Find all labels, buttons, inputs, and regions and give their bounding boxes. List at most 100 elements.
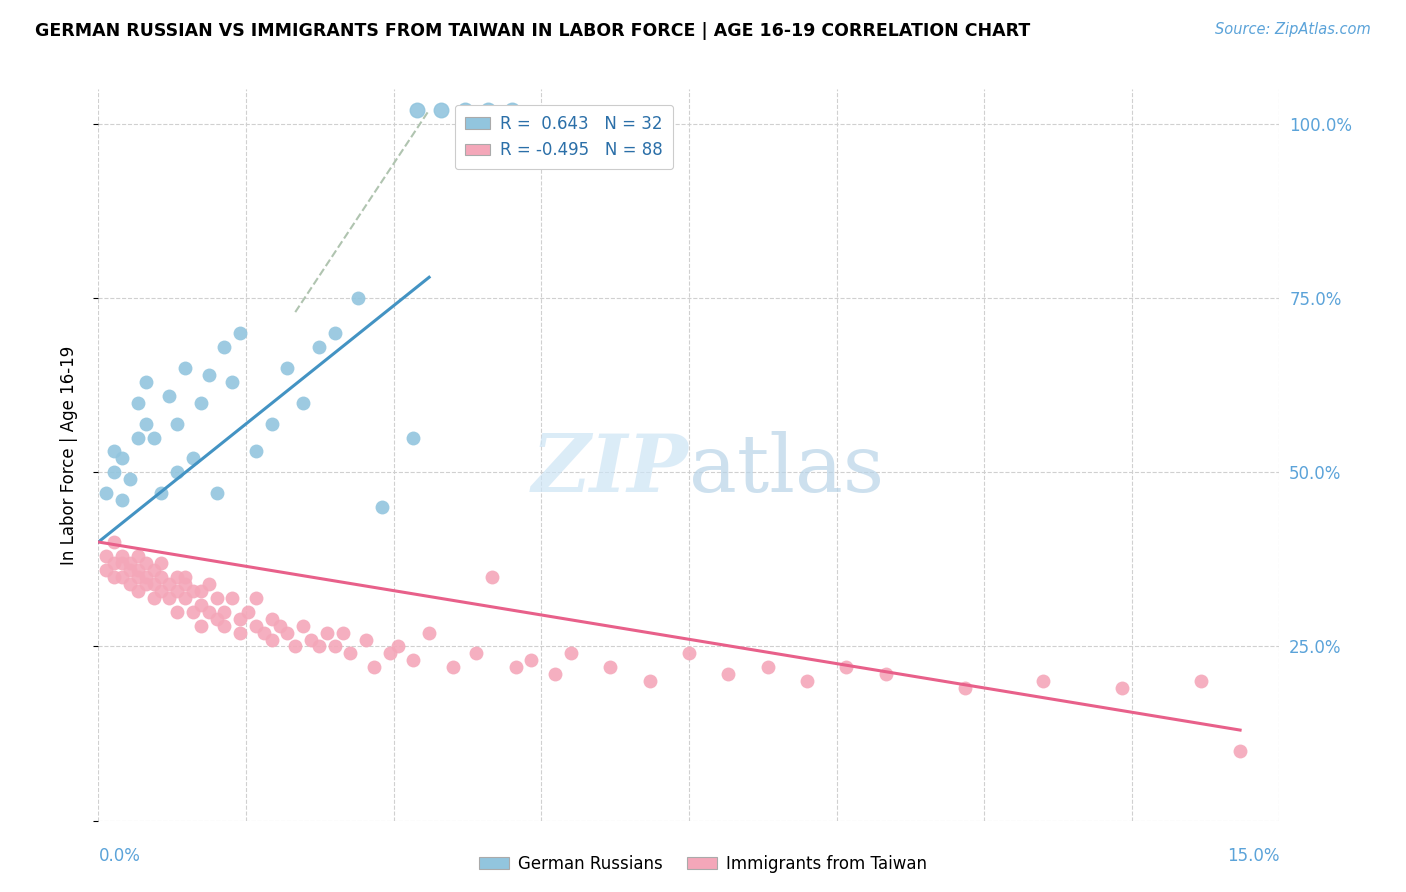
Point <box>236 605 259 619</box>
Point <box>221 591 243 605</box>
Point <box>127 583 149 598</box>
Point <box>96 486 118 500</box>
Text: ZIP: ZIP <box>531 431 689 508</box>
Point <box>135 570 157 584</box>
Point <box>260 612 283 626</box>
Legend: German Russians, Immigrants from Taiwan: German Russians, Immigrants from Taiwan <box>472 848 934 880</box>
Point <box>103 444 125 458</box>
Point <box>430 103 453 117</box>
Point <box>111 556 134 570</box>
Point <box>371 500 394 515</box>
Point <box>1032 674 1054 689</box>
Point <box>406 103 429 117</box>
Point <box>544 667 567 681</box>
Point <box>127 395 149 409</box>
Point <box>150 486 173 500</box>
Point <box>150 570 173 584</box>
Point <box>796 674 818 689</box>
Point <box>332 625 354 640</box>
Point <box>477 103 499 117</box>
Point <box>315 625 337 640</box>
Point <box>260 417 283 431</box>
Point <box>717 667 740 681</box>
Point <box>118 556 141 570</box>
Point <box>1189 674 1212 689</box>
Y-axis label: In Labor Force | Age 16-19: In Labor Force | Age 16-19 <box>59 345 77 565</box>
Point <box>308 640 330 654</box>
Point <box>402 430 425 444</box>
Point <box>96 563 118 577</box>
Point <box>214 618 236 632</box>
Point <box>229 625 252 640</box>
Legend: R =  0.643   N = 32, R = -0.495   N = 88: R = 0.643 N = 32, R = -0.495 N = 88 <box>456 105 673 169</box>
Point <box>205 612 228 626</box>
Point <box>205 486 228 500</box>
Point <box>127 563 149 577</box>
Point <box>276 360 298 375</box>
Point <box>441 660 464 674</box>
Point <box>150 556 173 570</box>
Point <box>453 103 475 117</box>
Point <box>174 591 197 605</box>
Point <box>1111 681 1133 696</box>
Text: Source: ZipAtlas.com: Source: ZipAtlas.com <box>1215 22 1371 37</box>
Point <box>402 653 425 667</box>
Point <box>1229 744 1251 758</box>
Point <box>103 570 125 584</box>
Point <box>127 549 149 563</box>
Point <box>363 660 385 674</box>
Point <box>166 466 188 480</box>
Point <box>96 549 118 563</box>
Point <box>111 451 134 466</box>
Point <box>166 570 188 584</box>
Point <box>142 430 165 444</box>
Point <box>214 605 236 619</box>
Point <box>501 103 523 117</box>
Point <box>181 583 204 598</box>
Point <box>197 368 219 382</box>
Point <box>103 535 125 549</box>
Point <box>269 618 291 632</box>
Point <box>465 647 488 661</box>
Point <box>292 395 315 409</box>
Point <box>103 556 125 570</box>
Point <box>118 576 141 591</box>
Point <box>253 625 276 640</box>
Point <box>323 326 346 340</box>
Point <box>378 647 401 661</box>
Point <box>127 430 149 444</box>
Point <box>118 472 141 486</box>
Point <box>875 667 897 681</box>
Point <box>135 556 157 570</box>
Point <box>323 640 346 654</box>
Point <box>505 660 527 674</box>
Point <box>387 640 409 654</box>
Point <box>953 681 976 696</box>
Point <box>481 570 503 584</box>
Point <box>135 576 157 591</box>
Point <box>103 466 125 480</box>
Point <box>245 591 267 605</box>
Point <box>245 618 267 632</box>
Point <box>142 563 165 577</box>
Point <box>190 618 212 632</box>
Point <box>118 563 141 577</box>
Point <box>339 647 361 661</box>
Point <box>205 591 228 605</box>
Point <box>181 451 204 466</box>
Point <box>190 395 212 409</box>
Text: 15.0%: 15.0% <box>1227 847 1279 865</box>
Point <box>520 653 543 667</box>
Point <box>150 583 173 598</box>
Text: 0.0%: 0.0% <box>98 847 141 865</box>
Point <box>214 340 236 354</box>
Point <box>190 583 212 598</box>
Point <box>111 570 134 584</box>
Point <box>260 632 283 647</box>
Point <box>229 326 252 340</box>
Point <box>111 549 134 563</box>
Point <box>678 647 700 661</box>
Point <box>174 360 197 375</box>
Point <box>142 576 165 591</box>
Text: GERMAN RUSSIAN VS IMMIGRANTS FROM TAIWAN IN LABOR FORCE | AGE 16-19 CORRELATION : GERMAN RUSSIAN VS IMMIGRANTS FROM TAIWAN… <box>35 22 1031 40</box>
